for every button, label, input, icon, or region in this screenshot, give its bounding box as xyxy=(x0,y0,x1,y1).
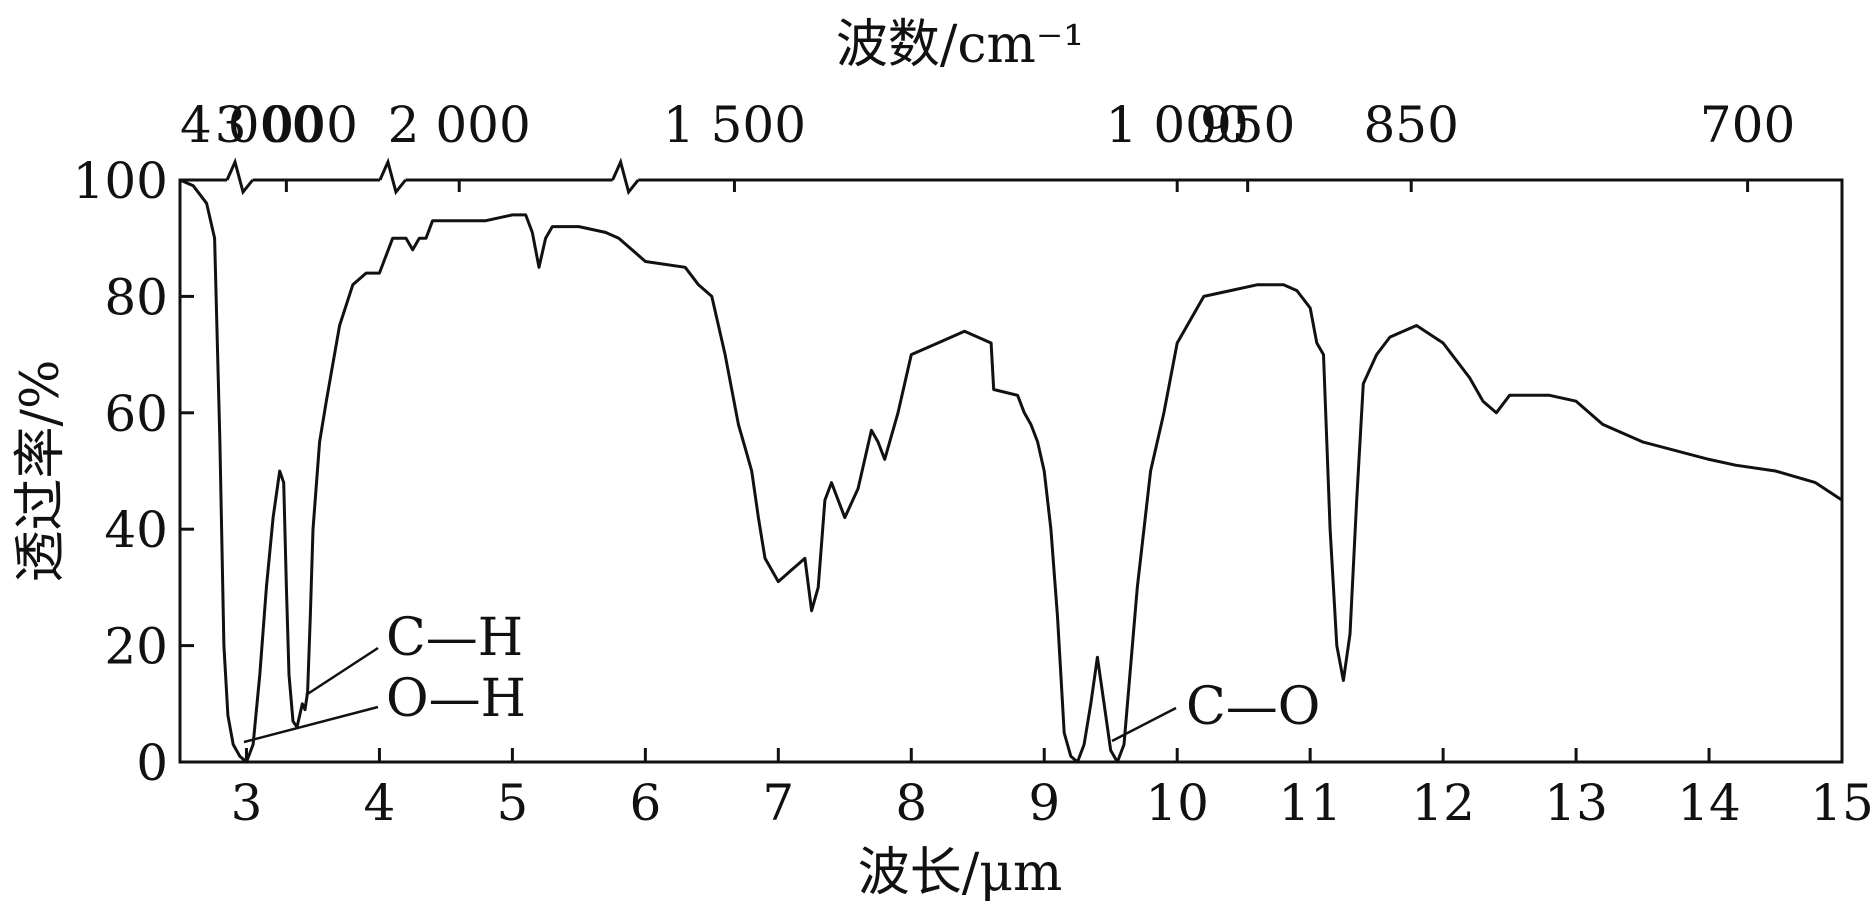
annotation-leader-co xyxy=(1111,706,1177,743)
x-tick-label: 14 xyxy=(1677,774,1741,832)
x-tick-label: 15 xyxy=(1810,774,1872,832)
x-tick-label: 9 xyxy=(1028,774,1060,832)
annotation-leader-ch xyxy=(305,646,379,697)
bottom-axis: 3 4 5 6 7 8 9 10 11 12 13 14 15 xyxy=(231,748,1872,832)
x-tick-label: 8 xyxy=(895,774,927,832)
y-tick-label: 20 xyxy=(104,618,168,676)
y-tick-label: 60 xyxy=(104,385,168,443)
annotation-ch: C—H xyxy=(386,608,523,668)
x-tick-label: 7 xyxy=(762,774,794,832)
top-axis-break-mark xyxy=(225,157,254,196)
top-tick-label: 1 500 xyxy=(663,96,806,154)
top-tick-label: 3 000 xyxy=(215,96,358,154)
top-axis-break-mark xyxy=(611,157,640,196)
top-tick-label: 1 000 xyxy=(1106,96,1249,154)
y-tick-label: 80 xyxy=(104,268,168,326)
y-axis-title: 透过率/% xyxy=(11,360,71,583)
left-axis: 0 20 40 60 80 100 xyxy=(73,152,194,792)
top-tick-label: 700 xyxy=(1700,96,1795,154)
x-tick-label: 5 xyxy=(496,774,528,832)
x-tick-label: 6 xyxy=(629,774,661,832)
annotation-co: C—O xyxy=(1186,677,1320,737)
top-axis-title: 波数/cm⁻¹ xyxy=(836,15,1084,75)
x-tick-label: 11 xyxy=(1278,774,1342,832)
y-tick-label: 40 xyxy=(104,501,168,559)
annotation-leader-oh xyxy=(243,705,379,744)
plot-frame xyxy=(178,178,1844,764)
top-tick-label: 950 xyxy=(1200,96,1295,154)
annotation-oh: O—H xyxy=(386,669,526,729)
x-tick-label: 10 xyxy=(1145,774,1209,832)
x-tick-label: 3 xyxy=(231,774,263,832)
top-tick-label: 2 000 xyxy=(388,96,531,154)
y-tick-label: 0 xyxy=(136,734,168,792)
x-tick-label: 4 xyxy=(364,774,396,832)
x-tick-label: 13 xyxy=(1544,774,1608,832)
axes xyxy=(178,178,1844,764)
top-tick-label: 850 xyxy=(1363,96,1458,154)
x-tick-label: 12 xyxy=(1411,774,1475,832)
annotations: C—H O—H C—O xyxy=(243,608,1320,744)
top-axis-break-mark xyxy=(378,157,407,196)
x-axis-title: 波长/μm xyxy=(858,843,1063,903)
top-tick-label: 4 000 xyxy=(180,96,323,154)
transmittance-curve xyxy=(179,178,1843,764)
y-tick-label: 100 xyxy=(73,152,168,210)
